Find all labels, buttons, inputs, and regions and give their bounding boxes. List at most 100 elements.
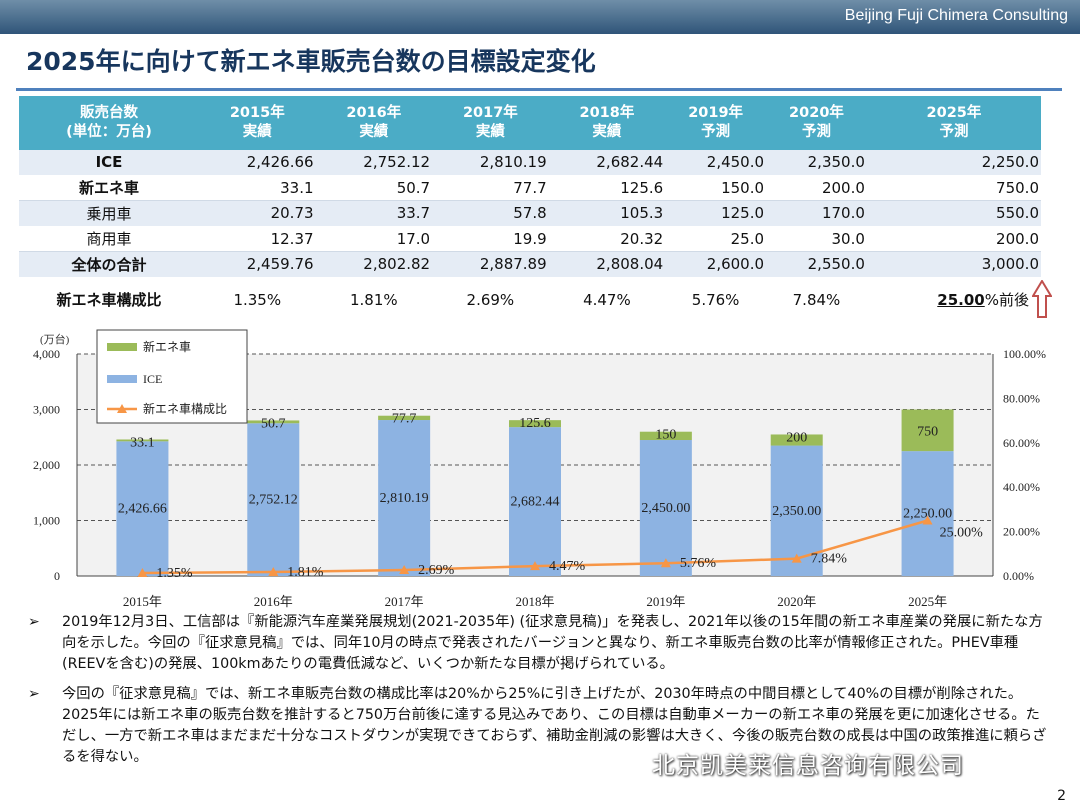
legend-label: ICE <box>143 372 162 386</box>
col-header: 2020年 予測 <box>766 96 867 150</box>
table-cell: 170.0 <box>766 200 867 227</box>
table-cell: 50.7 <box>315 175 433 201</box>
ratio-marker <box>922 515 933 525</box>
table-cell: 20.32 <box>548 226 666 252</box>
data-label-ice: 2,250.00 <box>903 507 952 522</box>
x-tick-label: 2015年 <box>123 594 162 609</box>
watermark-text: 北京凯美莱信息咨询有限公司 <box>652 753 964 779</box>
x-tick-label: 2020年 <box>777 594 816 609</box>
data-label-ice: 2,426.66 <box>118 502 167 517</box>
data-label-nev: 77.7 <box>392 412 417 427</box>
col-kind: 実績 <box>475 124 505 140</box>
sales-chart: 0 1,000 2,000 3,000 4,000(万台) 0.00% 20.00% 40.0… <box>33 329 1046 609</box>
header-bar: Beijing Fuji Chimera Consulting <box>0 0 1080 34</box>
col-kind: 予測 <box>939 124 969 140</box>
table-cell: 7.84% <box>766 277 867 323</box>
table-cell: 2,550.0 <box>766 251 867 278</box>
ratio-marker <box>399 565 410 575</box>
table-row-ratio: 新エネ車構成比 1.35% 1.81% 2.69% 4.47% 5.76% 7.… <box>19 277 1041 323</box>
table-row-ice: ICE 2,426.66 2,752.12 2,810.19 2,682.44 … <box>19 150 1041 176</box>
table-cell: 750.0 <box>866 175 1041 201</box>
x-tick-label: 2017年 <box>385 594 424 609</box>
bar-nev <box>901 409 954 452</box>
x-tick-label: 2019年 <box>646 594 685 609</box>
data-label-ice: 2,682.44 <box>511 495 560 510</box>
table-cell: 150.0 <box>665 175 767 201</box>
legend-swatch-ice <box>107 375 137 383</box>
y-tick-label: 2,000 <box>33 458 60 472</box>
table-cell: 33.7 <box>315 200 433 227</box>
table-cell: 2,459.76 <box>199 251 316 278</box>
y-tick-label: 3,000 <box>33 403 60 417</box>
col-year: 2015年 <box>229 105 285 121</box>
table-cell: 125.0 <box>665 200 767 227</box>
col-year: 2019年 <box>688 105 744 121</box>
table-cell: 1.35% <box>199 277 316 323</box>
bar-nev <box>378 415 431 421</box>
row-label: 乗用車 <box>19 200 199 227</box>
x-tick-label: 2025年 <box>908 594 947 609</box>
ratio-marker <box>660 558 671 568</box>
col-header: 2018年 実績 <box>548 96 666 150</box>
ratio-label: 2.69% <box>418 563 455 578</box>
ratio-label: 25.00% <box>940 526 984 541</box>
ratio-label: 4.47% <box>549 559 586 574</box>
table-cell: 77.7 <box>432 175 549 201</box>
table-cell: 550.0 <box>866 200 1041 227</box>
row-label: ICE <box>19 150 199 176</box>
data-label-nev: 750 <box>917 424 938 439</box>
y-tick-label: 4,000 <box>33 347 60 361</box>
row-label: 商用車 <box>19 226 199 252</box>
title-divider <box>16 88 1062 91</box>
x-tick-label: 2016年 <box>254 594 293 609</box>
table-cell: 57.8 <box>432 200 549 227</box>
table-cell: 2,426.66 <box>199 150 316 176</box>
table-cell: 2,682.44 <box>548 150 666 176</box>
arrow-bullet-icon: ➢ <box>28 686 40 702</box>
wechat-icon <box>620 749 646 770</box>
legend-label: 新エネ車構成比 <box>143 401 227 416</box>
legend-marker <box>117 404 127 413</box>
ratio-marker <box>791 553 802 563</box>
bar-ice <box>116 441 169 576</box>
ratio-marker <box>268 566 279 576</box>
col-kind: 予測 <box>801 124 831 140</box>
watermark: 北京凯美莱信息咨询有限公司 <box>620 746 964 780</box>
y-unit-label: (万台) <box>40 332 70 346</box>
ratio-label: 1.81% <box>287 565 324 580</box>
bar-ice <box>378 420 431 576</box>
arrow-bullet-icon: ➢ <box>28 614 40 630</box>
bar-nev <box>116 439 169 442</box>
table-cell: 12.37 <box>199 226 316 252</box>
bar-ice <box>247 423 300 576</box>
y2-tick-label: 0.00% <box>1003 569 1034 583</box>
note-item: ➢ 今回の『征求意見稿』では、新エネ車販売台数の構成比率は20%から25%に引き… <box>28 684 1048 768</box>
legend-swatch-nev <box>107 343 137 351</box>
table-cell: 20.73 <box>199 200 316 227</box>
table-cell: 2,350.0 <box>766 150 867 176</box>
table-cell-target: 25.00%前後 <box>866 277 1041 323</box>
up-arrow-icon <box>1032 280 1052 318</box>
table-row-nev: 新エネ車 33.1 50.7 77.7 125.6 150.0 200.0 75… <box>19 175 1041 201</box>
col-year: 2025年 <box>926 105 982 121</box>
data-label-nev: 125.6 <box>519 416 551 431</box>
notes-section: ➢ 2019年12月3日、工信部は『新能源汽车産業発展規划(2021-2035年… <box>28 612 1048 777</box>
table-cell: 2.69% <box>432 277 549 323</box>
y2-tick-label: 60.00% <box>1003 436 1040 450</box>
col-header: 2019年 予測 <box>665 96 767 150</box>
ratio-marker <box>137 568 148 578</box>
table-cell: 2,810.19 <box>432 150 549 176</box>
table-cell: 2,887.89 <box>432 251 549 278</box>
table-cell: 30.0 <box>766 226 867 252</box>
row-label: 新エネ車構成比 <box>19 277 199 323</box>
table-cell: 200.0 <box>866 226 1041 252</box>
table-corner-header: 販売台数 (単位：万台) <box>19 96 199 150</box>
table-cell: 2,802.82 <box>315 251 433 278</box>
ratio-label: 7.84% <box>811 552 848 567</box>
y2-tick-label: 40.00% <box>1003 480 1040 494</box>
corner-line1: 販売台数 <box>80 105 138 121</box>
row-label: 全体の合計 <box>19 251 199 278</box>
target-suffix: %前後 <box>984 291 1029 309</box>
ratio-label: 5.76% <box>680 556 717 571</box>
brand-name: Beijing Fuji Chimera Consulting <box>844 7 1068 24</box>
